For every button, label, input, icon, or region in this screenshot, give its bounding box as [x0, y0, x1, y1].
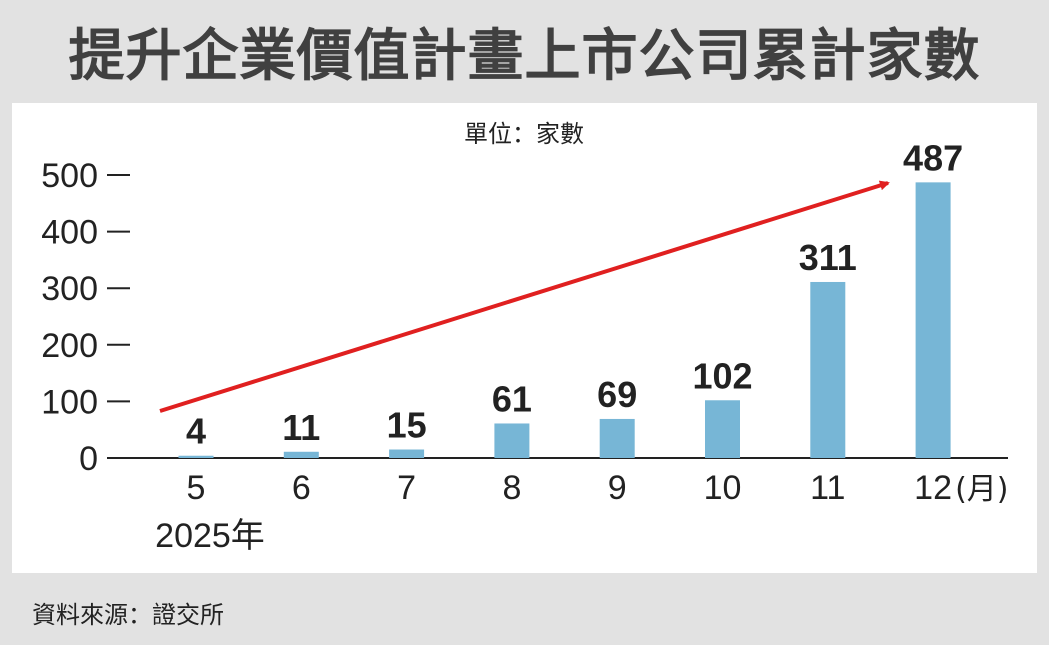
data-label: 69 [597, 374, 637, 415]
bar [810, 281, 846, 458]
bar [915, 182, 951, 458]
footer: 資料來源：證交所 [0, 573, 1049, 645]
y-tick-label: 200 [41, 327, 98, 365]
bar [599, 418, 635, 458]
title-bar: 提升企業價值計畫上市公司累計家數 [0, 0, 1049, 103]
data-label: 102 [692, 355, 752, 396]
y-tick-label: 400 [41, 214, 98, 252]
y-tick-label: 100 [41, 383, 98, 421]
data-label: 487 [903, 137, 963, 178]
y-tick-label: 500 [41, 157, 98, 195]
bar [494, 423, 530, 458]
x-tick-label: 6 [292, 469, 311, 507]
plot-area [12, 103, 1037, 573]
y-axis: 0 100 200 300 400 500 [41, 157, 130, 478]
x-year-label: 2025年 [155, 517, 265, 555]
unit-label: 單位：家數 [464, 120, 584, 148]
x-tick-label: 10 [704, 469, 742, 507]
x-tick-label: 8 [502, 469, 521, 507]
x-tick-label: 12 [914, 469, 952, 507]
x-unit-suffix: (月) [955, 472, 1008, 507]
chart-title: 提升企業價值計畫上市公司累計家數 [68, 24, 981, 89]
bar [178, 455, 214, 458]
x-tick-label: 5 [187, 469, 206, 507]
x-tick-label: 11 [810, 469, 845, 507]
y-tick-label: 0 [79, 440, 98, 478]
bar [705, 400, 740, 458]
trend-arrow [159, 180, 890, 413]
data-label: 61 [492, 378, 532, 419]
bars: 4 11 15 61 69 102 311 487 [178, 137, 963, 458]
data-label: 11 [282, 407, 320, 448]
y-tick-label: 300 [41, 270, 98, 308]
bar [389, 449, 425, 458]
source-note: 資料來源：證交所 [32, 601, 224, 629]
x-tick-label: 7 [397, 469, 416, 507]
bar [283, 451, 319, 458]
x-axis: 5 6 7 8 9 10 11 12 (月) [187, 469, 1009, 507]
data-label: 4 [186, 411, 206, 452]
data-label: 311 [799, 237, 857, 278]
x-tick-label: 9 [608, 469, 627, 507]
data-label: 15 [387, 405, 427, 446]
